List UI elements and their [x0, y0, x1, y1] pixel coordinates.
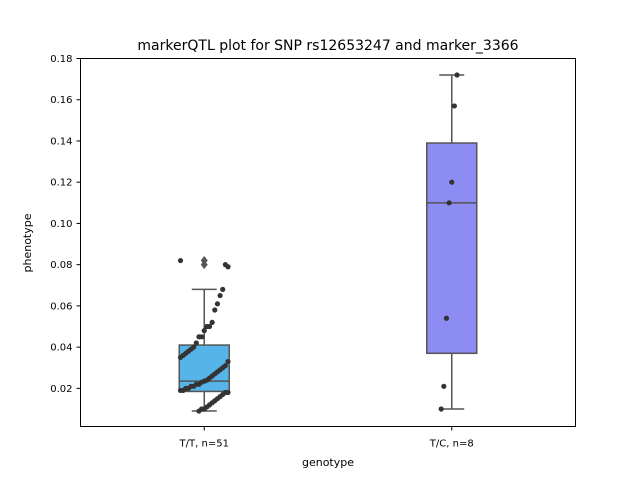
data-point: [225, 358, 231, 365]
data-point: [212, 307, 218, 313]
plot-frame: [80, 58, 576, 427]
y-axis-label: phenotype: [21, 213, 34, 272]
data-point: [451, 103, 457, 109]
data-point: [446, 200, 452, 206]
data-point: [441, 383, 447, 389]
data-point: [209, 319, 215, 325]
data-point: [177, 257, 184, 264]
data-point: [196, 334, 202, 340]
x-axis-label: genotype: [302, 456, 354, 469]
x-tick-label: T/C, n=8: [429, 439, 474, 450]
plot-area: [177, 72, 478, 414]
data-point: [193, 340, 199, 346]
y-axis: 0.02 0.04 0.06 0.08 0.10 0.12 0.14 0.16 0.18: [50, 54, 81, 395]
y-tick-label: 0.18: [50, 54, 72, 65]
y-tick-label: 0.06: [50, 301, 72, 312]
chart-title: markerQTL plot for SNP rs12653247 and ma…: [137, 38, 518, 54]
data-point: [449, 179, 455, 185]
data-point: [454, 72, 460, 78]
data-point: [204, 323, 210, 330]
y-tick-label: 0.10: [50, 219, 72, 230]
data-point: [443, 315, 450, 321]
data-point: [222, 262, 228, 268]
data-point: [214, 301, 221, 307]
x-axis: T/T, n=51 T/C, n=8: [179, 426, 474, 450]
box: [426, 142, 478, 355]
y-tick-label: 0.08: [50, 260, 72, 271]
y-tick-label: 0.04: [50, 343, 72, 354]
y-tick-label: 0.16: [50, 95, 72, 106]
x-tick-label: T/T, n=51: [179, 439, 229, 450]
data-point: [201, 328, 207, 334]
data-point: [177, 354, 184, 361]
y-tick-label: 0.12: [50, 178, 72, 189]
data-point: [196, 408, 202, 414]
data-point: [438, 406, 444, 412]
outlier-marker: [200, 256, 208, 266]
y-tick-label: 0.14: [50, 136, 72, 147]
y-tick-label: 0.02: [50, 384, 72, 395]
data-point: [220, 286, 226, 293]
data-point: [217, 292, 223, 299]
data-point: [177, 387, 184, 394]
